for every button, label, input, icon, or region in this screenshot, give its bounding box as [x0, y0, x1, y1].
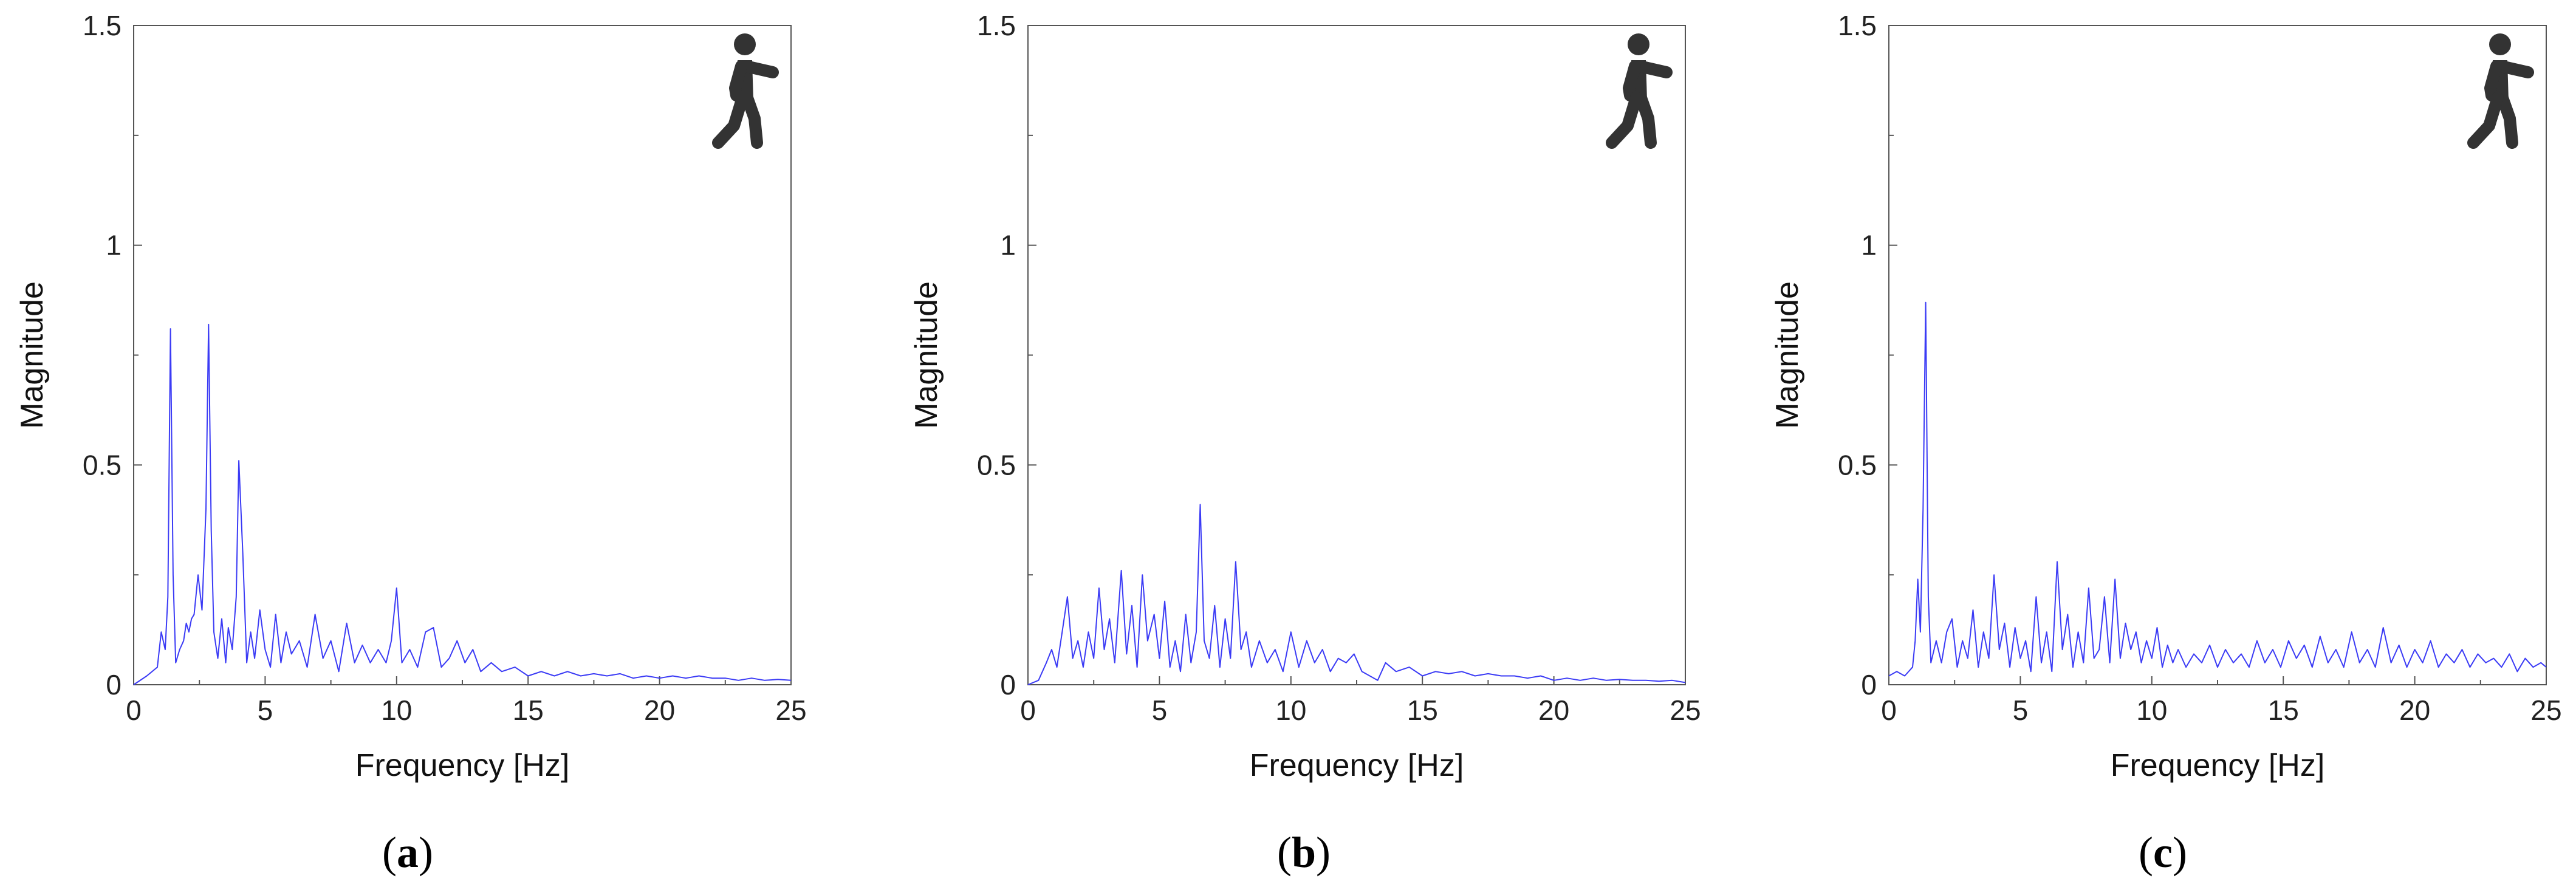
x-tick-label: 25: [1670, 694, 1701, 726]
y-tick-label: 1.5: [83, 10, 122, 41]
plot-frame: [133, 25, 792, 685]
x-tick-label: 20: [2399, 694, 2430, 726]
y-axis-title: Magnitude: [1770, 281, 1805, 429]
walking-person-limb: [2496, 92, 2518, 149]
walking-person-limb: [2495, 60, 2534, 78]
panel-label: (a): [382, 828, 433, 877]
y-tick-label: 0.5: [1838, 449, 1877, 481]
panel-label-open-paren: (: [2139, 828, 2153, 877]
walking-person-limb: [740, 60, 779, 78]
x-tick-label: 20: [644, 694, 675, 726]
y-tick-label: 1.5: [977, 10, 1016, 41]
panel-label-close-paren: ): [1316, 828, 1331, 877]
x-tick-label: 20: [1538, 694, 1569, 726]
x-tick-label: 15: [513, 694, 544, 726]
panel-label-close-paren: ): [419, 828, 433, 877]
y-tick-label: 1.5: [1838, 10, 1877, 41]
spectrum-series-line: [1888, 301, 2547, 677]
y-tick-label: 0.5: [977, 449, 1016, 481]
x-tick-label: 10: [1275, 694, 1306, 726]
walking-person-limb: [2484, 60, 2502, 101]
x-tick-label: 10: [381, 694, 412, 726]
walking-person-limb: [741, 92, 763, 149]
x-tick-label: 15: [1407, 694, 1438, 726]
walking-person-limb: [1606, 92, 1642, 149]
y-axis-title: Magnitude: [15, 281, 50, 429]
walking-person-head: [1628, 33, 1649, 55]
spectrum-series-line: [133, 323, 792, 685]
panel-label: (b): [1277, 828, 1331, 877]
panel-label-close-paren: ): [2173, 828, 2187, 877]
plot-frame: [1027, 25, 1686, 685]
y-tick-label: 1: [1861, 230, 1877, 261]
chart-panel-b: 0 5 10 15 20 25 0 0.5 1 1.5 Frequency [Hz] Magnitud…: [909, 10, 1701, 877]
y-tick-label: 0: [106, 669, 122, 701]
x-tick-label: 5: [2013, 694, 2029, 726]
x-tick-label: 5: [1152, 694, 1168, 726]
panel-label-open-paren: (: [382, 828, 397, 877]
plot-frame: [1888, 25, 2547, 685]
panel-label-letter: c: [2153, 828, 2173, 877]
walking-person-icon: [1606, 33, 1673, 149]
walking-person-limb: [2467, 92, 2504, 149]
y-tick-label: 0: [1000, 669, 1016, 701]
walking-person-head: [734, 33, 756, 55]
walking-person-limb: [1635, 92, 1657, 149]
spectrum-series-line: [1027, 504, 1686, 685]
panel-label-letter: a: [397, 828, 419, 877]
y-tick-label: 1: [1000, 230, 1016, 261]
x-tick-label: 25: [775, 694, 806, 726]
x-tick-label: 0: [1881, 694, 1897, 726]
x-axis-title: Frequency [Hz]: [1250, 748, 1464, 783]
y-axis-title: Magnitude: [909, 281, 944, 429]
panel-label-letter: b: [1292, 828, 1316, 877]
panel-label: (c): [2139, 828, 2187, 877]
walking-person-limb: [729, 60, 747, 101]
x-tick-label: 15: [2268, 694, 2299, 726]
walking-person-limb: [1634, 60, 1673, 78]
x-axis-title: Frequency [Hz]: [2111, 748, 2325, 783]
chart-panel-c: 0 5 10 15 20 25 0 0.5 1 1.5 Frequency [Hz] Magnitud…: [1770, 10, 2562, 877]
y-tick-label: 1: [106, 230, 122, 261]
walking-person-head: [2489, 33, 2511, 55]
y-tick-label: 0.5: [83, 449, 122, 481]
x-axis-title: Frequency [Hz]: [355, 748, 570, 783]
walking-person-limb: [712, 92, 748, 149]
x-tick-label: 25: [2530, 694, 2561, 726]
panel-label-open-paren: (: [1277, 828, 1292, 877]
x-tick-label: 5: [258, 694, 273, 726]
walking-person-icon: [2467, 33, 2534, 149]
walking-person-limb: [1623, 60, 1641, 101]
chart-panel-a: 0 5 10 15 20 25 0 0.5 1 1.5 Frequency [Hz] Magnitud…: [15, 10, 807, 877]
x-tick-label: 0: [1020, 694, 1036, 726]
walking-person-icon: [712, 33, 779, 149]
x-tick-label: 0: [126, 694, 142, 726]
x-tick-label: 10: [2136, 694, 2167, 726]
y-tick-label: 0: [1861, 669, 1877, 701]
